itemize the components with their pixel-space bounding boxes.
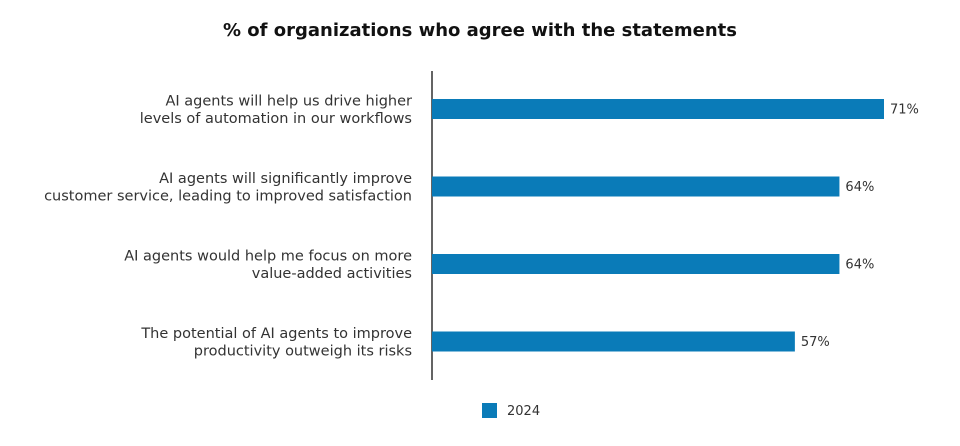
bar-4 bbox=[432, 331, 795, 352]
value-label-1: 71% bbox=[890, 103, 919, 118]
category-label-4-line-2: productivity outweigh its risks bbox=[194, 343, 412, 359]
chart-marks: AI agents will help us drive higher level… bbox=[44, 93, 919, 359]
legend-label-2024: 2024 bbox=[507, 404, 540, 419]
value-label-3: 64% bbox=[845, 258, 874, 273]
value-label-2: 64% bbox=[845, 180, 874, 195]
category-label-1-line-2: levels of automation in our workflows bbox=[140, 111, 412, 127]
category-label-2: AI agents will significantly improve cust… bbox=[44, 171, 412, 205]
bar-2 bbox=[432, 176, 840, 197]
chart-title: % of organizations who agree with the st… bbox=[223, 20, 737, 41]
category-label-4: The potential of AI agents to improve pro… bbox=[140, 326, 412, 360]
bar-1 bbox=[432, 99, 884, 119]
category-label-1-line-1: AI agents will help us drive higher bbox=[165, 93, 412, 109]
category-label-3-line-2: value-added activities bbox=[252, 266, 412, 282]
category-label-4-line-1: The potential of AI agents to improve bbox=[140, 326, 412, 342]
category-label-2-line-1: AI agents will significantly improve bbox=[159, 171, 412, 187]
legend: 2024 bbox=[482, 403, 540, 419]
category-label-3: AI agents would help me focus on more val… bbox=[124, 248, 412, 282]
category-label-3-line-1: AI agents would help me focus on more bbox=[124, 248, 412, 264]
category-label-1: AI agents will help us drive higher level… bbox=[140, 93, 412, 127]
value-label-4: 57% bbox=[801, 335, 830, 350]
bar-3 bbox=[432, 254, 840, 274]
category-label-2-line-2: customer service, leading to improved sa… bbox=[44, 188, 412, 204]
legend-swatch-2024 bbox=[482, 403, 497, 418]
